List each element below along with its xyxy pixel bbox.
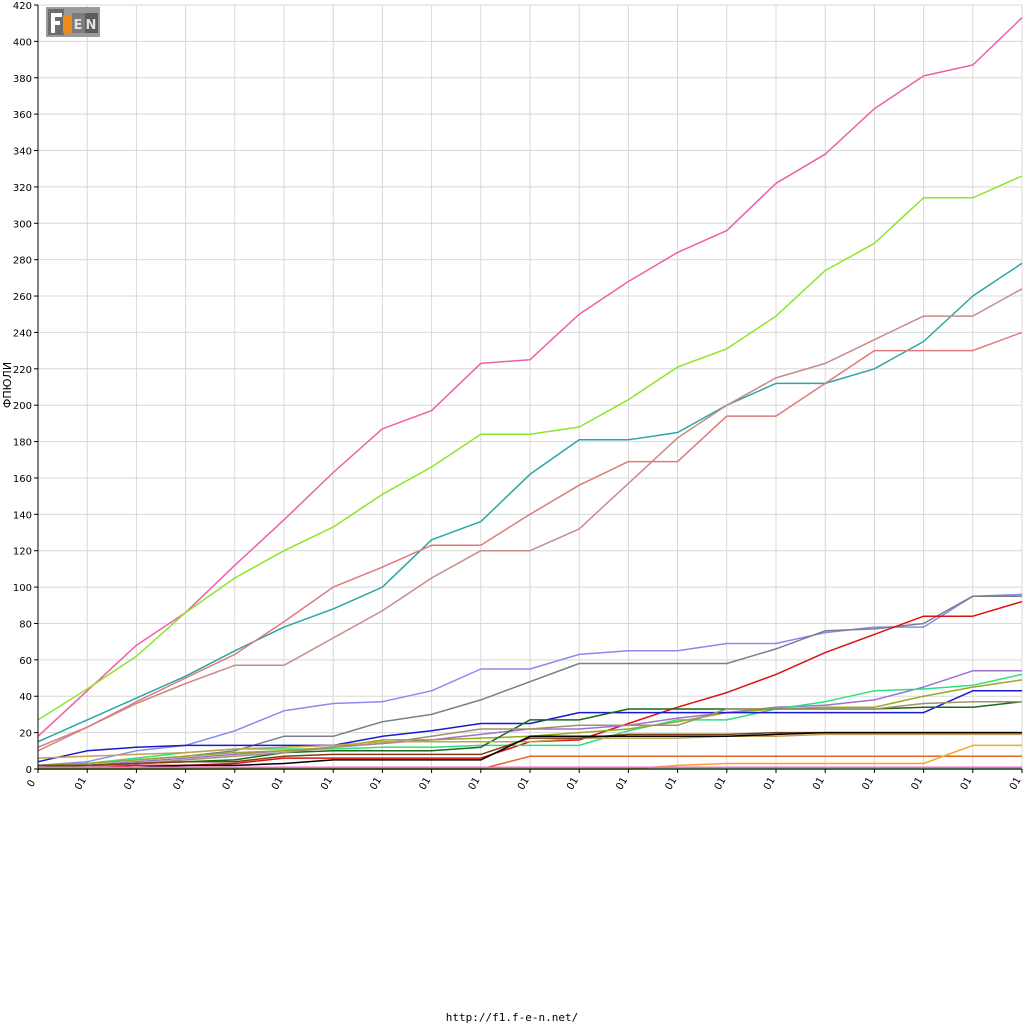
- y-tick-label: 40: [19, 692, 32, 703]
- y-tick-label: 20: [19, 729, 32, 740]
- series-line-5: [37, 331, 1023, 748]
- series-line-1: [37, 17, 1023, 737]
- x-tick-label: 01: [762, 775, 778, 792]
- x-tick-label: 01: [909, 775, 925, 792]
- x-tick-label: 01: [270, 775, 286, 792]
- x-tick-label: 01: [860, 775, 876, 792]
- y-tick-label: 380: [13, 74, 32, 85]
- series-line-14: [38, 700, 1022, 768]
- y-axis-label: ФПЮЛИ: [1, 362, 14, 408]
- y-tick-label: 320: [13, 183, 32, 194]
- svg-text:E: E: [74, 18, 83, 33]
- y-tick-label: 0: [26, 765, 32, 776]
- series-line-17: [38, 731, 1022, 768]
- y-tick-label: 260: [13, 292, 32, 303]
- series-line-12: [37, 690, 1022, 763]
- y-tick-label: 420: [13, 1, 32, 12]
- f1-e-n-logo: E N: [46, 7, 100, 37]
- x-tick-label: 01: [713, 775, 729, 792]
- x-tick-label: 01: [663, 775, 679, 792]
- y-tick-label: 360: [13, 110, 32, 121]
- footer-url: http://f1.f-e-n.net/: [445, 1011, 579, 1024]
- x-tick-label: 01: [565, 775, 581, 792]
- x-tick-label: 01: [171, 775, 187, 792]
- x-tick-label: 01: [319, 775, 335, 792]
- y-tick-label: 340: [13, 147, 32, 158]
- y-tick-label: 200: [13, 401, 32, 412]
- series-line-15: [37, 733, 1022, 759]
- x-tick-label: 01: [811, 775, 827, 792]
- y-axis-ticks: 0 20 40 60 80 100 120 140 160 180 200 220 240 260 280 3…: [13, 1, 38, 776]
- chart-grid: [37, 4, 1023, 770]
- x-tick-label: 01: [467, 775, 483, 792]
- y-tick-label: 400: [13, 37, 32, 48]
- y-tick-label: 120: [13, 547, 32, 558]
- x-tick-label: 01: [614, 775, 630, 792]
- y-tick-label: 160: [13, 474, 32, 485]
- y-tick-label: 240: [13, 328, 32, 339]
- x-tick-label: 01: [959, 775, 975, 792]
- x-tick-label: 01: [417, 775, 433, 792]
- y-tick-label: 280: [13, 256, 32, 267]
- x-tick-label: 01: [1008, 775, 1024, 792]
- svg-text:N: N: [86, 18, 97, 33]
- series-line-2: [37, 175, 1023, 721]
- x-tick-label: 01: [221, 775, 237, 792]
- y-tick-label: 80: [19, 619, 32, 630]
- y-tick-label: 180: [13, 438, 32, 449]
- y-tick-label: 300: [13, 219, 32, 230]
- series-line-4: [37, 288, 1023, 752]
- x-axis-ticks: 0 01 01 01 01 01 01 01 01 01 01 01 01 01 01 01 01 01 01 01 0…: [25, 769, 1024, 792]
- x-tick-label: 01: [516, 775, 532, 792]
- y-tick-label: 220: [13, 365, 32, 376]
- x-tick-label: 01: [73, 775, 89, 792]
- x-tick-label: 0: [25, 778, 38, 789]
- series-line-3: [37, 262, 1023, 743]
- y-tick-label: 60: [19, 656, 32, 667]
- y-tick-label: 140: [13, 510, 32, 521]
- x-tick-label: 01: [122, 775, 138, 792]
- y-tick-label: 100: [13, 583, 32, 594]
- x-tick-label: 01: [368, 775, 384, 792]
